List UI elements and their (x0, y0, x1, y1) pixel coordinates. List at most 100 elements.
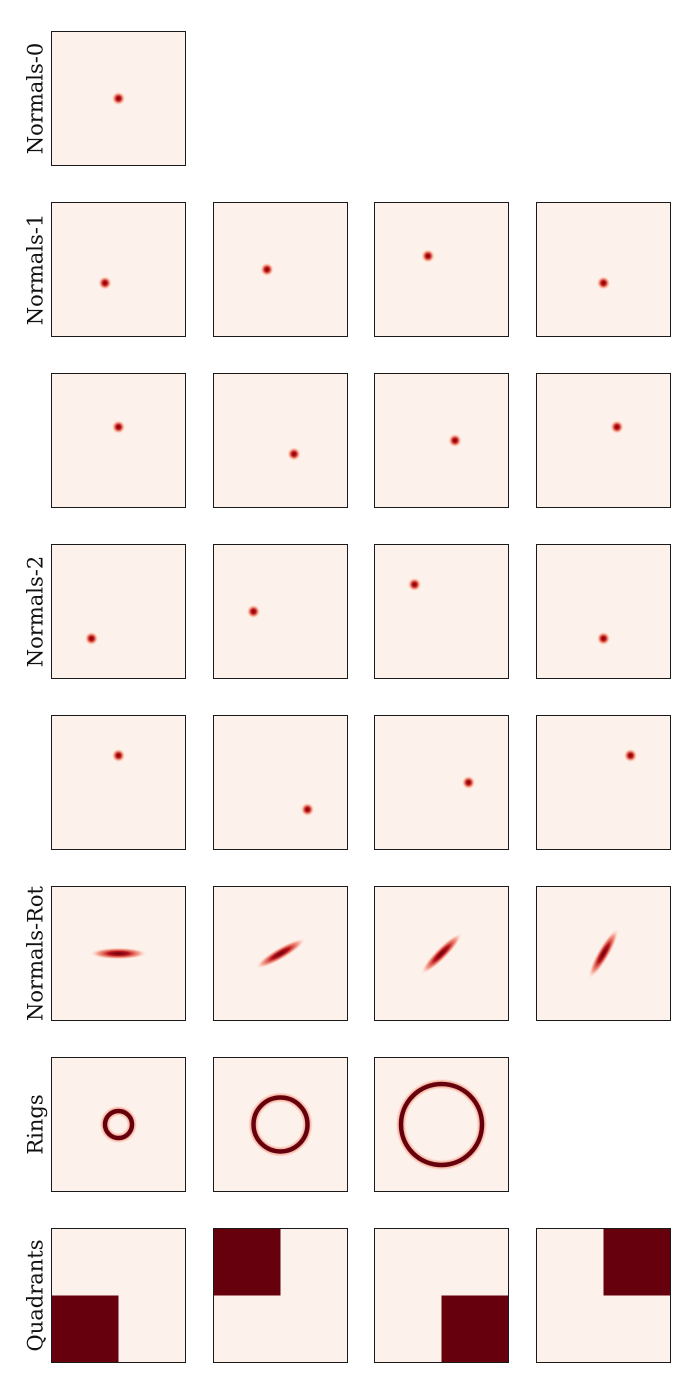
heatmap-panel-normal (374, 715, 509, 850)
density-peak (421, 249, 435, 263)
heatmap-panel-normal (213, 202, 348, 337)
panel-background (51, 1057, 186, 1192)
heatmap-panel-ring (374, 1057, 509, 1192)
panel-frame (213, 373, 348, 508)
heatmap-panel-rotated_normal (51, 886, 186, 1021)
heatmap-panel-normal (536, 544, 671, 679)
panel-background (536, 202, 671, 337)
panel-background (374, 715, 509, 850)
ring-density (398, 1081, 485, 1168)
panel-frame (51, 886, 186, 1021)
panel-frame (374, 1228, 509, 1363)
panel-background (536, 715, 671, 850)
density-peak (407, 577, 422, 592)
panel-frame (51, 31, 186, 166)
heatmap-panel-normal (213, 373, 348, 508)
rotated-density (89, 947, 148, 960)
panel-frame (374, 1057, 509, 1192)
heatmap-panel-quadrant (51, 1228, 186, 1363)
quadrant-fill (51, 1295, 119, 1363)
panel-frame (51, 373, 186, 508)
ring-density (102, 1108, 135, 1141)
panel-frame (213, 1228, 348, 1363)
quadrant-fill (213, 1228, 281, 1296)
density-peak (260, 262, 274, 277)
panel-frame (51, 1228, 186, 1363)
panel-frame (213, 1057, 348, 1192)
panel-frame (213, 715, 348, 850)
panel-frame (213, 202, 348, 337)
panel-background (213, 373, 348, 508)
density-peak (461, 775, 476, 790)
row-label: Quadrants (24, 1239, 48, 1351)
panel-frame (536, 715, 671, 850)
heatmap-panel-normal (536, 202, 671, 337)
heatmap-panel-quadrant (213, 1228, 348, 1363)
panel-background (536, 544, 671, 679)
panel-frame (536, 1228, 671, 1363)
heatmap-panel-normal (213, 544, 348, 679)
density-peak (246, 604, 261, 619)
density-peak (111, 420, 126, 434)
panel-frame (51, 544, 186, 679)
panel-frame (374, 886, 509, 1021)
heatmap-panel-normal (51, 31, 186, 166)
row-label: Normals-Rot (24, 885, 48, 1021)
panel-background (374, 373, 509, 508)
rotated-density (420, 932, 463, 975)
panel-background (51, 202, 186, 337)
panel-frame (51, 715, 186, 850)
heatmap-panel-normal (374, 202, 509, 337)
heatmap-panel-normal (374, 373, 509, 508)
row-label: Rings (24, 1094, 48, 1154)
panel-frame (51, 202, 186, 337)
panel-frame (374, 202, 509, 337)
panel-background (213, 544, 348, 679)
density-peak (596, 631, 611, 646)
rotated-density (588, 928, 619, 979)
panel-frame (213, 886, 348, 1021)
heatmap-panel-normal (536, 373, 671, 508)
panel-frame (374, 544, 509, 679)
heatmap-panel-quadrant (374, 1228, 509, 1363)
heatmap-panel-rotated_normal (213, 886, 348, 1021)
heatmap-panel-normal (536, 715, 671, 850)
heatmap-panel-normal (51, 202, 186, 337)
panel-frame (213, 544, 348, 679)
heatmap-panel-normal (374, 544, 509, 679)
density-peak (623, 748, 638, 763)
density-peak (111, 748, 126, 763)
heatmap-panel-normal (51, 544, 186, 679)
density-peak (111, 91, 126, 106)
panel-background (213, 715, 348, 850)
panel-frame (536, 373, 671, 508)
heatmap-panel-rotated_normal (536, 886, 671, 1021)
density-peak (98, 276, 112, 290)
panel-frame (374, 715, 509, 850)
density-peak (596, 276, 611, 290)
panel-frame (374, 373, 509, 508)
panel-frame (536, 886, 671, 1021)
rotated-density (255, 938, 306, 969)
panel-frame (536, 544, 671, 679)
heatmap-panel-normal (51, 373, 186, 508)
panel-frame (51, 1057, 186, 1192)
density-peak (287, 447, 301, 461)
density-peak (84, 631, 99, 646)
panel-background (374, 202, 509, 337)
heatmap-panel-rotated_normal (374, 886, 509, 1021)
panel-background (536, 373, 671, 508)
heatmap-panel-quadrant (536, 1228, 671, 1363)
density-peak (300, 802, 315, 817)
panel-background (51, 715, 186, 850)
heatmap-panel-normal (213, 715, 348, 850)
panel-background (213, 202, 348, 337)
panel-frame (536, 202, 671, 337)
ring-density (251, 1095, 310, 1154)
heatmap-panel-ring (51, 1057, 186, 1192)
panel-background (51, 544, 186, 679)
quadrant-fill (603, 1228, 671, 1296)
heatmap-panel-ring (213, 1057, 348, 1192)
row-label: Normals-1 (24, 214, 48, 325)
